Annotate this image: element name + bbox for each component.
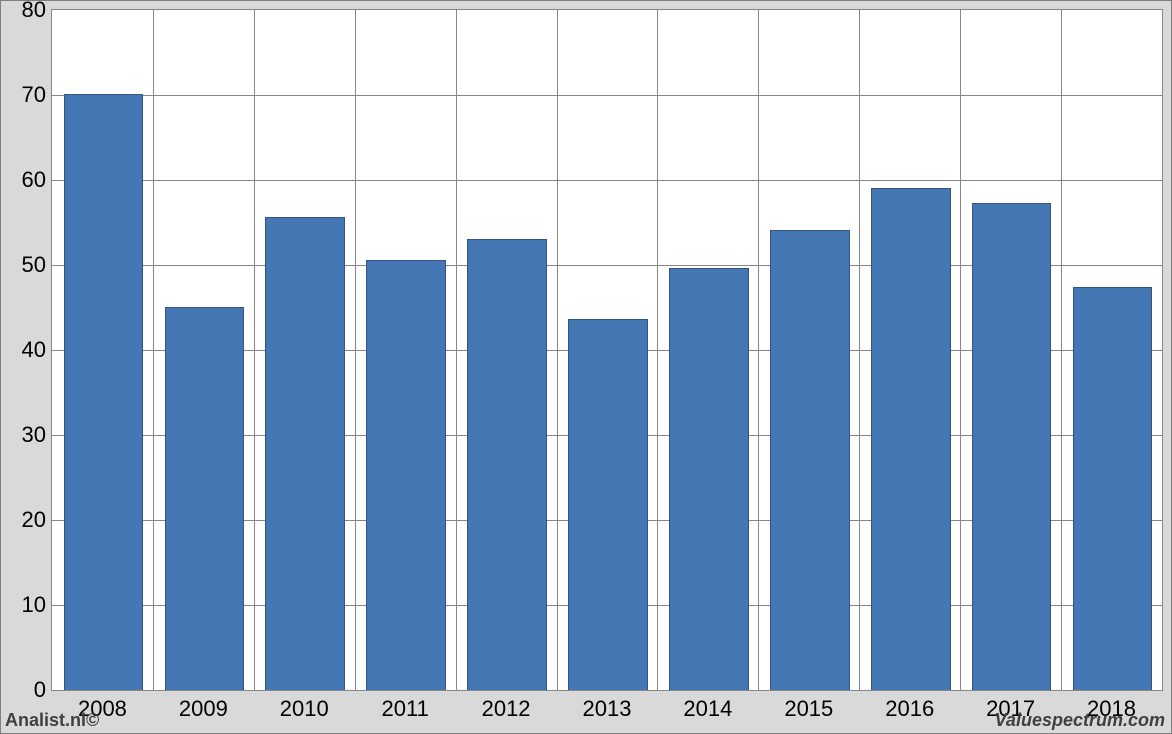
credit-left: Analist.nl© xyxy=(5,710,99,731)
y-tick-label: 30 xyxy=(22,422,52,448)
x-tick-label: 2014 xyxy=(683,690,732,722)
gridline-vertical xyxy=(758,10,759,690)
gridline-vertical xyxy=(456,10,457,690)
y-tick-label: 70 xyxy=(22,82,52,108)
gridline-vertical xyxy=(960,10,961,690)
y-tick-label: 60 xyxy=(22,167,52,193)
gridline-vertical xyxy=(153,10,154,690)
bar xyxy=(64,94,144,690)
y-tick-label: 50 xyxy=(22,252,52,278)
plot-area: 0102030405060708020082009201020112012201… xyxy=(51,9,1163,691)
y-tick-label: 10 xyxy=(22,592,52,618)
bar xyxy=(568,319,648,690)
x-tick-label: 2009 xyxy=(179,690,228,722)
gridline-vertical xyxy=(657,10,658,690)
gridline-vertical xyxy=(557,10,558,690)
x-tick-label: 2013 xyxy=(583,690,632,722)
bar xyxy=(770,230,850,690)
x-tick-label: 2015 xyxy=(784,690,833,722)
x-tick-label: 2011 xyxy=(382,690,429,722)
gridline-vertical xyxy=(1061,10,1062,690)
bar xyxy=(871,188,951,691)
x-tick-label: 2010 xyxy=(280,690,329,722)
bar xyxy=(467,239,547,691)
bar xyxy=(669,268,749,690)
bar xyxy=(165,307,245,691)
bar xyxy=(366,260,446,690)
y-tick-label: 80 xyxy=(22,0,52,23)
gridline-vertical xyxy=(254,10,255,690)
bar xyxy=(1073,287,1153,690)
chart-container: 0102030405060708020082009201020112012201… xyxy=(0,0,1172,734)
credit-right: Valuespectrum.com xyxy=(995,710,1165,731)
bar xyxy=(972,203,1052,690)
y-tick-label: 0 xyxy=(34,677,52,703)
y-tick-label: 20 xyxy=(22,507,52,533)
bar xyxy=(265,217,345,690)
gridline-horizontal xyxy=(52,95,1162,96)
y-tick-label: 40 xyxy=(22,337,52,363)
gridline-vertical xyxy=(355,10,356,690)
gridline-horizontal xyxy=(52,180,1162,181)
gridline-vertical xyxy=(859,10,860,690)
x-tick-label: 2016 xyxy=(885,690,934,722)
x-tick-label: 2012 xyxy=(482,690,531,722)
